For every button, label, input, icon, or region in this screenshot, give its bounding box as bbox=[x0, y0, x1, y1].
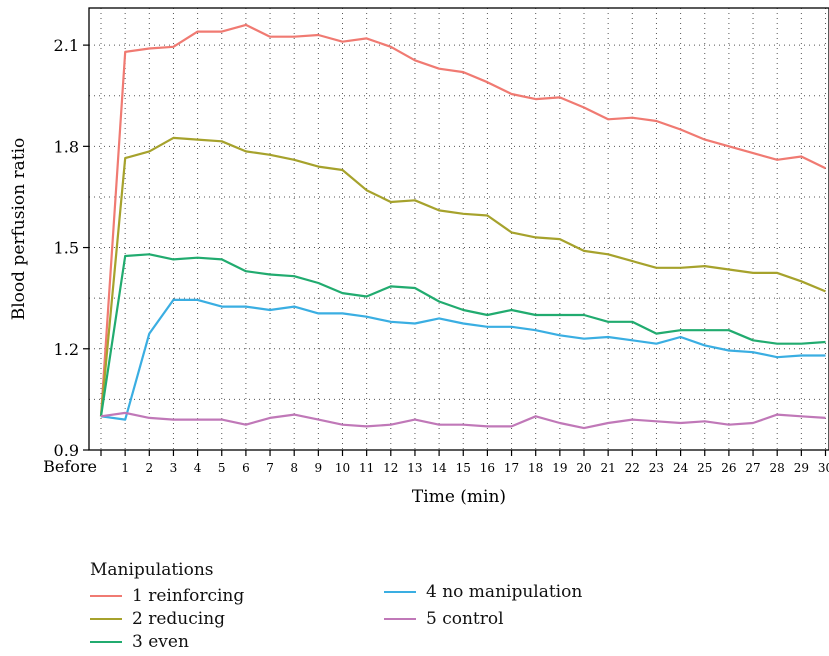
y-tick-label: 1.8 bbox=[54, 137, 79, 156]
legend-item-5: 5 control bbox=[384, 609, 504, 629]
x-tick-label: 4 bbox=[194, 461, 202, 475]
x-tick-label: 15 bbox=[456, 461, 471, 475]
x-tick-label: 28 bbox=[770, 461, 785, 475]
x-tick-label: 20 bbox=[576, 461, 591, 475]
x-tick-label: 8 bbox=[290, 461, 298, 475]
x-tick-label: 12 bbox=[383, 461, 398, 475]
x-axis-label: Time (min) bbox=[412, 487, 506, 507]
legend: Manipulations 1 reinforcing 2 reducing 3… bbox=[90, 560, 690, 656]
x-tick-label: 18 bbox=[528, 461, 543, 475]
series-line-4 bbox=[100, 298, 826, 421]
legend-label-3: 3 even bbox=[132, 632, 189, 652]
x-tick-label: 7 bbox=[266, 461, 274, 475]
x-tick-label: 21 bbox=[601, 461, 616, 475]
x-tick-label: 9 bbox=[315, 461, 323, 475]
grid bbox=[89, 8, 829, 451]
x-tick-label: 3 bbox=[170, 461, 178, 475]
series-lines bbox=[99, 23, 826, 430]
x-tick-label: 13 bbox=[407, 461, 422, 475]
x-tick-label: 23 bbox=[649, 461, 664, 475]
legend-item-2: 2 reducing bbox=[90, 609, 225, 629]
x-tick-label: 19 bbox=[552, 461, 567, 475]
x-tick-label: 6 bbox=[242, 461, 250, 475]
x-tick-label: 26 bbox=[721, 461, 736, 475]
legend-swatch-3 bbox=[90, 641, 122, 643]
x-tick-label: 25 bbox=[697, 461, 712, 475]
x-tick-label: 29 bbox=[794, 461, 809, 475]
x-tick-label: 27 bbox=[745, 461, 760, 475]
legend-swatch-5 bbox=[384, 618, 416, 620]
legend-swatch-2 bbox=[90, 618, 122, 620]
legend-item-4: 4 no manipulation bbox=[384, 582, 582, 602]
series-line-1 bbox=[99, 23, 826, 417]
y-axis-label: Blood perfusion ratio bbox=[9, 138, 29, 321]
x-tick-label: 16 bbox=[480, 461, 495, 475]
y-tick-label: 1.2 bbox=[54, 340, 79, 359]
x-tick-label: 2 bbox=[145, 461, 153, 475]
series-line-3 bbox=[99, 253, 826, 417]
y-tick-label: 2.1 bbox=[54, 36, 79, 55]
series-line-5 bbox=[100, 411, 826, 430]
y-tick-label: 1.5 bbox=[54, 239, 79, 258]
legend-title: Manipulations bbox=[90, 560, 214, 580]
legend-swatch-1 bbox=[90, 595, 122, 597]
legend-swatch-4 bbox=[384, 591, 416, 593]
legend-item-3: 3 even bbox=[90, 632, 189, 652]
x-tick-label: 14 bbox=[431, 461, 447, 475]
legend-label-1: 1 reinforcing bbox=[132, 586, 245, 606]
legend-label-2: 2 reducing bbox=[132, 609, 226, 629]
series-line-2 bbox=[99, 136, 826, 417]
x-tick-label: 1 bbox=[121, 461, 129, 475]
x-tick-label: Before bbox=[43, 457, 97, 476]
x-tick-label: 17 bbox=[504, 461, 519, 475]
x-tick-label: 11 bbox=[359, 461, 374, 475]
x-tick-label: 5 bbox=[218, 461, 226, 475]
y-tick-label: 0.9 bbox=[54, 441, 79, 460]
x-tick-label: 22 bbox=[625, 461, 640, 475]
legend-item-1: 1 reinforcing bbox=[90, 586, 244, 606]
plot-frame bbox=[88, 7, 829, 451]
x-tick-label: 24 bbox=[673, 461, 689, 475]
legend-label-4: 4 no manipulation bbox=[426, 582, 583, 602]
x-tick-label: 30 bbox=[818, 461, 829, 475]
x-tick-label: 10 bbox=[335, 461, 350, 475]
legend-label-5: 5 control bbox=[426, 609, 504, 629]
